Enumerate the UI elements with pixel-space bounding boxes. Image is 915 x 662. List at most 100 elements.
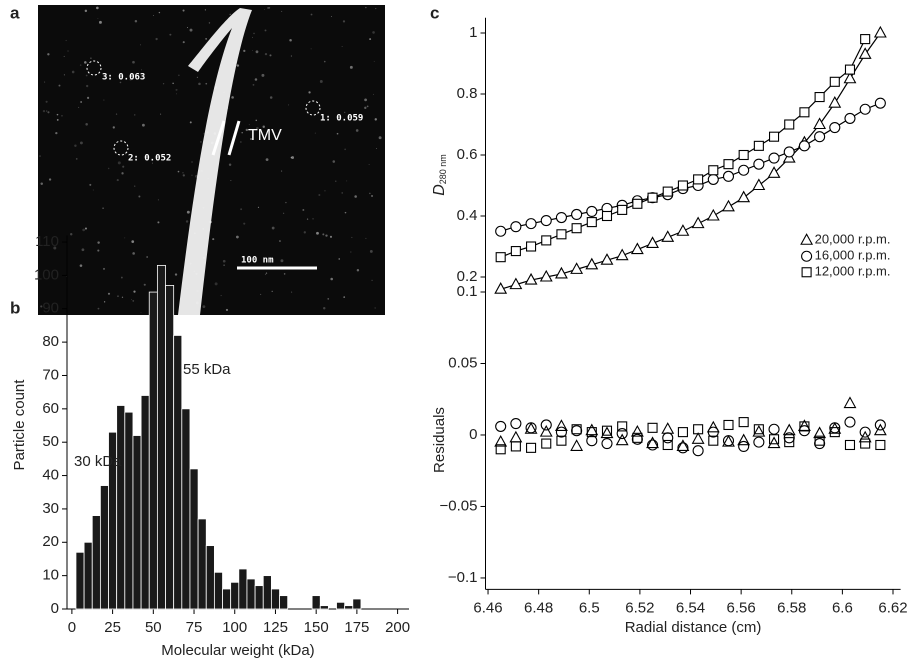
- bar: [238, 568, 248, 610]
- x-tick-label: 25: [104, 619, 121, 636]
- speckle: [323, 307, 326, 310]
- speckle: [85, 74, 88, 77]
- marker-square: [495, 444, 506, 455]
- marker-square: [495, 252, 506, 263]
- speckle: [283, 273, 286, 275]
- speckle: [329, 235, 333, 238]
- marker-square: [829, 427, 840, 438]
- marker-square: [753, 424, 764, 435]
- speckle: [264, 273, 267, 276]
- marker-square: [814, 435, 825, 446]
- speckle: [343, 296, 346, 298]
- marker-triangle: [494, 282, 508, 294]
- speckle: [208, 22, 211, 24]
- marker-triangle: [509, 277, 523, 290]
- x-tick-label: 50: [145, 619, 162, 636]
- speckle: [229, 13, 231, 16]
- speckle: [169, 33, 172, 36]
- marker-square: [526, 241, 537, 252]
- x-tick-label: 6.58: [777, 599, 806, 616]
- speckle: [117, 161, 121, 165]
- marker-triangle: [828, 96, 842, 108]
- speckle: [341, 46, 343, 48]
- marker-circle: [738, 440, 750, 452]
- y-label-main: D: [431, 184, 448, 196]
- marker-square: [799, 421, 810, 432]
- y-tick-label: −0.05: [440, 497, 478, 514]
- speckle: [174, 273, 178, 276]
- speckle: [355, 129, 359, 132]
- marker-circle: [571, 208, 583, 221]
- speckle: [46, 110, 48, 112]
- x-tick-label: 6.48: [524, 599, 553, 616]
- speckle: [175, 93, 177, 95]
- speckle: [70, 233, 73, 236]
- speckle: [177, 170, 180, 173]
- speckle: [316, 231, 319, 235]
- y-tick-label: 0.4: [457, 207, 478, 224]
- speckle: [310, 48, 312, 50]
- marker-triangle: [630, 242, 644, 255]
- y-label-sub: 280 nm: [438, 154, 448, 184]
- speckle: [235, 235, 239, 239]
- speckle: [264, 8, 265, 10]
- speckle: [84, 227, 88, 230]
- speckle: [223, 264, 225, 266]
- marker-line: [227, 120, 241, 156]
- y-tick-label: 0.1: [457, 283, 478, 300]
- marker-triangle: [600, 253, 614, 265]
- x-tick-label: 125: [263, 619, 288, 636]
- speckle: [103, 99, 105, 101]
- speckle: [243, 222, 246, 225]
- bar: [197, 518, 207, 610]
- marker-square: [526, 442, 537, 453]
- speckle: [262, 125, 265, 128]
- marker-square: [693, 424, 704, 435]
- speckle: [78, 106, 80, 108]
- marker-circle: [874, 419, 886, 431]
- speckle: [372, 31, 375, 34]
- speckle: [369, 38, 372, 41]
- marker-triangle: [585, 257, 599, 270]
- marker-square: [768, 434, 780, 445]
- spot-circle: [86, 60, 102, 76]
- speckle: [56, 119, 59, 121]
- speckle: [222, 259, 226, 263]
- x-tick-label: 150: [304, 619, 329, 636]
- marker-square: [753, 140, 764, 151]
- speckle: [63, 55, 65, 57]
- marker-circle: [722, 435, 735, 447]
- speckle: [365, 237, 367, 239]
- bar: [156, 264, 166, 610]
- x-tick-label: 6.56: [727, 599, 756, 616]
- marker-square: [617, 421, 628, 432]
- x-axis-label: Radial distance (cm): [625, 619, 762, 636]
- y-tick-label: 80: [42, 333, 59, 350]
- marker-circle: [753, 436, 765, 448]
- speckle: [335, 180, 337, 182]
- speckle: [97, 249, 100, 252]
- speckle: [112, 126, 115, 129]
- marker-square: [647, 422, 658, 433]
- marker-triangle: [676, 224, 690, 236]
- speckle: [288, 104, 290, 106]
- bar: [213, 571, 223, 610]
- marker-circle: [738, 164, 750, 176]
- speckle: [291, 291, 293, 293]
- tmv-filament: [178, 8, 252, 315]
- y-tick-label: 40: [42, 467, 59, 484]
- marker-square: [617, 204, 628, 215]
- y-axis-label: D280 nm: [431, 154, 448, 196]
- speckle: [303, 231, 306, 234]
- marker-triangle: [555, 419, 568, 431]
- speckle: [265, 158, 269, 162]
- marker-triangle: [539, 424, 553, 437]
- speckle: [47, 53, 50, 56]
- speckle: [140, 69, 142, 71]
- speckle: [132, 300, 135, 302]
- marker-square: [738, 149, 749, 161]
- speckle: [324, 190, 326, 192]
- y-tick-label: 110: [35, 233, 59, 250]
- speckle: [306, 218, 309, 220]
- marker-square: [647, 192, 658, 203]
